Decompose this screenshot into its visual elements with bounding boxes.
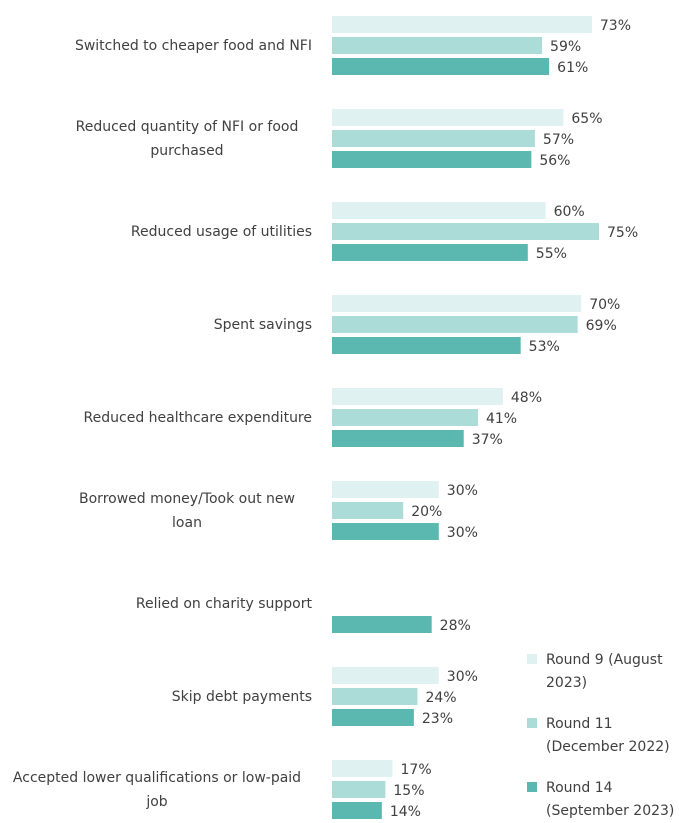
legend-swatch — [527, 654, 537, 664]
legend-label: Round 11 (December 2022) — [546, 716, 670, 755]
value-label: 28% — [439, 617, 471, 634]
value-label: 56% — [539, 152, 571, 169]
value-label: 30% — [446, 668, 478, 685]
legend-item: Round 11 (December 2022) — [527, 713, 677, 759]
value-label: 53% — [528, 338, 560, 355]
legend-label: Round 14 (September 2023) — [546, 780, 675, 819]
category-label: Reduced usage of utilities — [130, 223, 312, 240]
value-label: 24% — [425, 689, 457, 706]
category-label: Switched to cheaper food and NFI — [74, 37, 312, 54]
value-label: 61% — [557, 59, 589, 76]
bar — [332, 667, 439, 684]
value-label: 69% — [585, 317, 617, 334]
bar — [332, 430, 464, 447]
value-label: 30% — [446, 524, 478, 541]
bar — [332, 130, 535, 147]
category-label: Reduced quantity of NFI or food purchase… — [75, 118, 299, 159]
bar — [332, 502, 404, 519]
bar — [332, 760, 393, 777]
legend-item: Round 9 (August 2023) — [527, 649, 677, 695]
value-label: 57% — [542, 131, 575, 148]
value-label: 20% — [411, 503, 443, 520]
bar — [332, 16, 592, 33]
bar — [332, 58, 550, 75]
bar — [332, 388, 503, 405]
value-label: 14% — [389, 803, 421, 820]
value-label: 55% — [535, 245, 567, 262]
legend-swatch — [527, 782, 537, 792]
value-label: 65% — [571, 110, 603, 127]
category-label: Accepted lower qualifications or low-pai… — [12, 769, 302, 810]
category-label: Spent savings — [213, 316, 312, 333]
bar — [332, 151, 532, 168]
bar — [332, 244, 528, 261]
bar — [332, 223, 599, 240]
legend-swatch — [527, 718, 537, 728]
value-label: 17% — [400, 761, 432, 778]
value-label: 48% — [510, 389, 542, 406]
bar — [332, 781, 386, 798]
bar — [332, 37, 543, 54]
bar — [332, 337, 521, 354]
value-label: 59% — [550, 38, 582, 55]
bar — [332, 109, 564, 126]
legend-item: Round 14 (September 2023) — [527, 777, 677, 823]
category-label: Skip debt payments — [171, 688, 312, 705]
value-label: 60% — [553, 203, 585, 220]
value-label: 73% — [599, 17, 631, 34]
bar — [332, 202, 546, 219]
value-label: 70% — [589, 296, 621, 313]
bar — [332, 481, 439, 498]
value-label: 41% — [485, 410, 518, 427]
bar — [332, 709, 414, 726]
bar — [332, 409, 478, 426]
category-label: Relied on charity support — [135, 595, 312, 612]
bar — [332, 688, 418, 705]
legend-label: Round 9 (August 2023) — [546, 652, 663, 691]
category-label: Reduced healthcare expenditure — [83, 409, 312, 426]
bar — [332, 316, 578, 333]
value-label: 30% — [446, 482, 478, 499]
category-label: Borrowed money/Took out new loan — [79, 490, 295, 531]
value-label: 75% — [607, 224, 639, 241]
bar — [332, 616, 432, 633]
value-label: 15% — [393, 782, 425, 799]
value-label: 37% — [471, 431, 503, 448]
bar — [332, 523, 439, 540]
value-label: 23% — [421, 710, 453, 727]
bar — [332, 295, 582, 312]
bar — [332, 802, 382, 819]
